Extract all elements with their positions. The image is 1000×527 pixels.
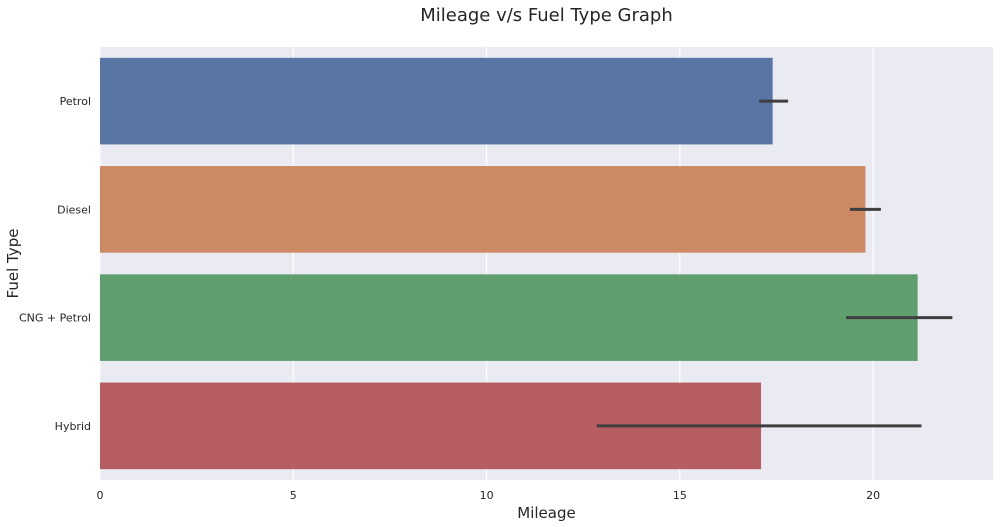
- x-tick-label: 20: [866, 489, 880, 502]
- x-tick-label: 15: [673, 489, 687, 502]
- y-axis-label: Fuel Type: [4, 229, 22, 299]
- bar: [100, 57, 773, 145]
- bars: [100, 57, 918, 470]
- bar: [100, 166, 866, 253]
- x-axis-label: Mileage: [517, 504, 575, 522]
- chart-title: Mileage v/s Fuel Type Graph: [420, 5, 673, 26]
- y-tick-label: Diesel: [57, 203, 91, 216]
- x-tick-label: 10: [480, 489, 494, 502]
- error-bars: [596, 99, 953, 428]
- y-tick-label: Hybrid: [55, 420, 91, 433]
- y-tick-label: CNG + Petrol: [19, 312, 91, 325]
- y-tick-labels: Petrol Diesel CNG + Petrol Hybrid: [19, 95, 91, 433]
- y-tick-label: Petrol: [60, 95, 91, 108]
- bar: [100, 274, 918, 361]
- x-tick-label: 5: [290, 489, 297, 502]
- x-tick-labels: 0 5 10 15 20: [97, 489, 881, 502]
- x-tick-label: 0: [97, 489, 104, 502]
